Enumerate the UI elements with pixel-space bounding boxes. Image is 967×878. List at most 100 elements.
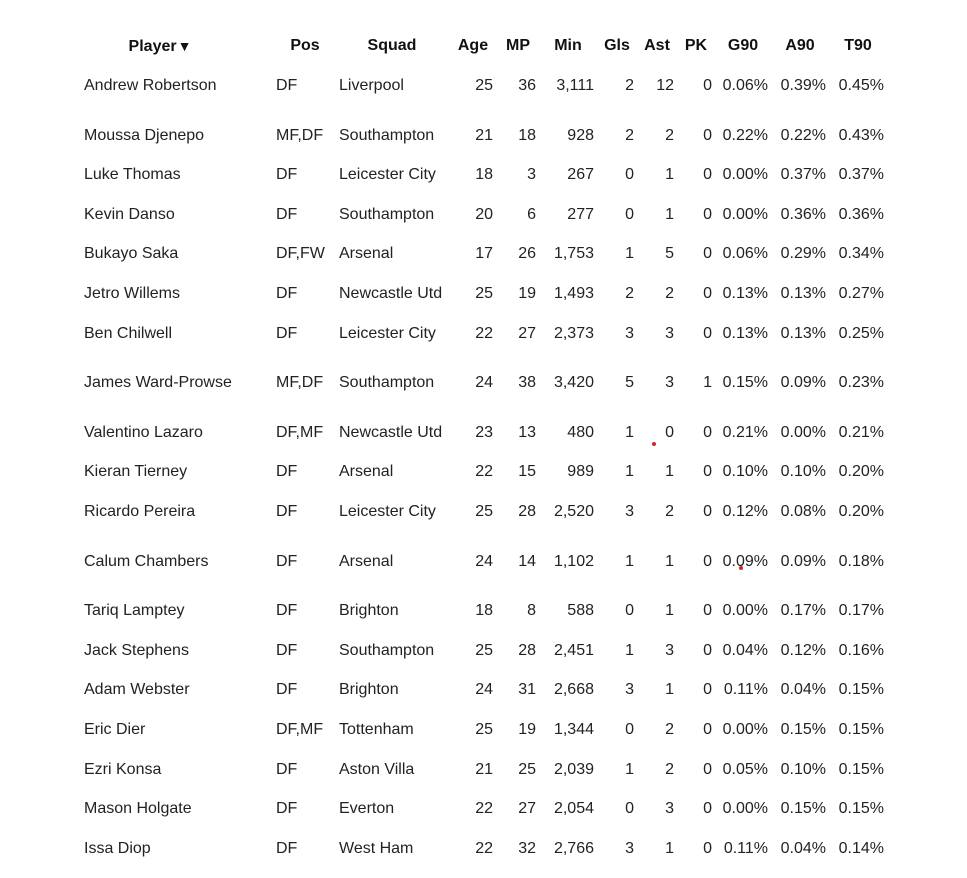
cell-mp: 19	[518, 285, 536, 302]
cell-squad[interactable]: Leicester City	[339, 503, 436, 520]
header-g90[interactable]: G90	[727, 37, 759, 54]
cell-gls: 3	[625, 840, 634, 857]
cell-mp: 32	[518, 840, 536, 857]
cell-player[interactable]: Kevin Danso	[84, 206, 175, 223]
cell-gls: 0	[625, 206, 634, 223]
cell-pos: DF	[276, 325, 298, 342]
cell-squad[interactable]: Southampton	[339, 206, 435, 223]
cell-player[interactable]: Jetro Willems	[84, 285, 181, 302]
cell-min: 2,520	[553, 503, 594, 520]
cell-min: 2,668	[553, 681, 594, 698]
cell-player[interactable]: Bukayo Saka	[84, 245, 179, 262]
cell-a90: 0.08%	[780, 503, 826, 520]
cell-squad[interactable]: Liverpool	[339, 77, 404, 94]
cell-player[interactable]: Adam Webster	[84, 681, 190, 698]
cell-mp: 25	[518, 761, 536, 778]
cell-squad[interactable]: Newcastle Utd	[339, 424, 443, 441]
cell-pos: DF,FW	[276, 245, 325, 262]
cell-gls: 1	[625, 553, 634, 570]
cell-g90: 0.15%	[722, 374, 768, 391]
cell-pos: DF	[276, 463, 298, 480]
cell-player[interactable]: Ben Chilwell	[84, 325, 173, 342]
sort-desc-icon: ▼	[177, 38, 192, 54]
cell-squad[interactable]: Brighton	[339, 681, 399, 698]
cell-pos: MF,DF	[276, 127, 324, 144]
cell-a90: 0.17%	[780, 602, 826, 619]
cell-age: 18	[475, 166, 493, 183]
cell-player[interactable]: Kieran Tierney	[84, 463, 188, 480]
cell-player[interactable]: Ezri Konsa	[84, 761, 162, 778]
cell-ast: 1	[665, 602, 674, 619]
cell-a90: 0.04%	[780, 840, 826, 857]
cell-ast: 1	[665, 166, 674, 183]
cell-player[interactable]: Issa Diop	[84, 840, 151, 857]
cell-g90: 0.06%	[722, 245, 768, 262]
cell-player[interactable]: Luke Thomas	[84, 166, 181, 183]
cell-squad[interactable]: Aston Villa	[339, 761, 415, 778]
cell-squad[interactable]: Southampton	[339, 374, 435, 391]
cell-mp: 38	[518, 374, 536, 391]
cell-gls: 3	[625, 325, 634, 342]
table-row: Kevin Danso DF Southampton 20 6 277 0 1 0 0.00% 0.…	[0, 200, 967, 230]
header-player[interactable]: Player▼	[100, 31, 220, 61]
cell-squad[interactable]: Everton	[339, 800, 395, 817]
cell-a90: 0.09%	[780, 374, 826, 391]
cell-min: 2,451	[553, 642, 594, 659]
cell-squad[interactable]: Arsenal	[339, 245, 394, 262]
cell-pk: 0	[703, 127, 712, 144]
header-min[interactable]: Min	[554, 37, 582, 54]
cell-player[interactable]: Valentino Lazaro	[84, 424, 203, 441]
cell-age: 24	[475, 374, 493, 391]
header-age[interactable]: Age	[457, 37, 489, 54]
cell-squad[interactable]: Southampton	[339, 127, 435, 144]
header-a90[interactable]: A90	[785, 37, 815, 54]
cell-age: 24	[475, 553, 493, 570]
cell-player[interactable]: Tariq Lamptey	[84, 602, 185, 619]
cell-player[interactable]: James Ward-Prowse	[84, 374, 232, 391]
cell-squad[interactable]: Arsenal	[339, 553, 394, 570]
cell-min: 3,111	[556, 77, 594, 94]
cell-ast: 3	[665, 800, 674, 817]
cell-pk: 0	[703, 77, 712, 94]
cell-age: 25	[475, 503, 493, 520]
header-gls[interactable]: Gls	[604, 37, 630, 54]
cell-pos: DF	[276, 681, 298, 698]
header-squad[interactable]: Squad	[367, 37, 417, 54]
cell-pos: DF	[276, 840, 298, 857]
cell-a90: 0.04%	[780, 681, 826, 698]
cell-player[interactable]: Moussa Djenepo	[84, 127, 205, 144]
cell-min: 2,039	[553, 761, 594, 778]
table-row: Ben Chilwell DF Leicester City 22 27 2,373 3 3 0…	[0, 319, 967, 349]
cell-age: 21	[475, 761, 493, 778]
cell-player[interactable]: Calum Chambers	[84, 553, 209, 570]
header-pos[interactable]: Pos	[290, 37, 320, 54]
cell-g90: 0.06%	[722, 77, 768, 94]
cell-pk: 0	[703, 424, 712, 441]
cell-squad[interactable]: Brighton	[339, 602, 399, 619]
cell-player[interactable]: Eric Dier	[84, 721, 146, 738]
cell-mp: 3	[527, 166, 536, 183]
cell-squad[interactable]: Tottenham	[339, 721, 414, 738]
cell-mp: 8	[527, 602, 536, 619]
header-mp[interactable]: MP	[506, 37, 530, 54]
cell-squad[interactable]: Arsenal	[339, 463, 394, 480]
header-t90[interactable]: T90	[844, 37, 872, 54]
cell-mp: 14	[518, 553, 536, 570]
cell-pos: DF	[276, 553, 298, 570]
header-ast[interactable]: Ast	[644, 37, 670, 54]
cell-squad[interactable]: Leicester City	[339, 166, 436, 183]
table-header-row: Player▼ Pos Squad Age MP Min Gls Ast PK …	[0, 31, 967, 61]
cell-player[interactable]: Ricardo Pereira	[84, 503, 196, 520]
cell-player[interactable]: Jack Stephens	[84, 642, 189, 659]
cell-player[interactable]: Andrew Robertson	[84, 77, 217, 94]
cell-squad[interactable]: Southampton	[339, 642, 435, 659]
cell-player[interactable]: Mason Holgate	[84, 800, 192, 817]
header-pk[interactable]: PK	[684, 37, 708, 54]
cell-squad[interactable]: Newcastle Utd	[339, 285, 443, 302]
table-row: Tariq Lamptey DF Brighton 18 8 588 0 1 0 0.00% 0.1…	[0, 596, 967, 626]
cell-pos: DF	[276, 602, 298, 619]
cell-squad[interactable]: West Ham	[339, 840, 414, 857]
cell-pk: 1	[703, 374, 712, 391]
cell-t90: 0.37%	[838, 166, 884, 183]
cell-squad[interactable]: Leicester City	[339, 325, 436, 342]
